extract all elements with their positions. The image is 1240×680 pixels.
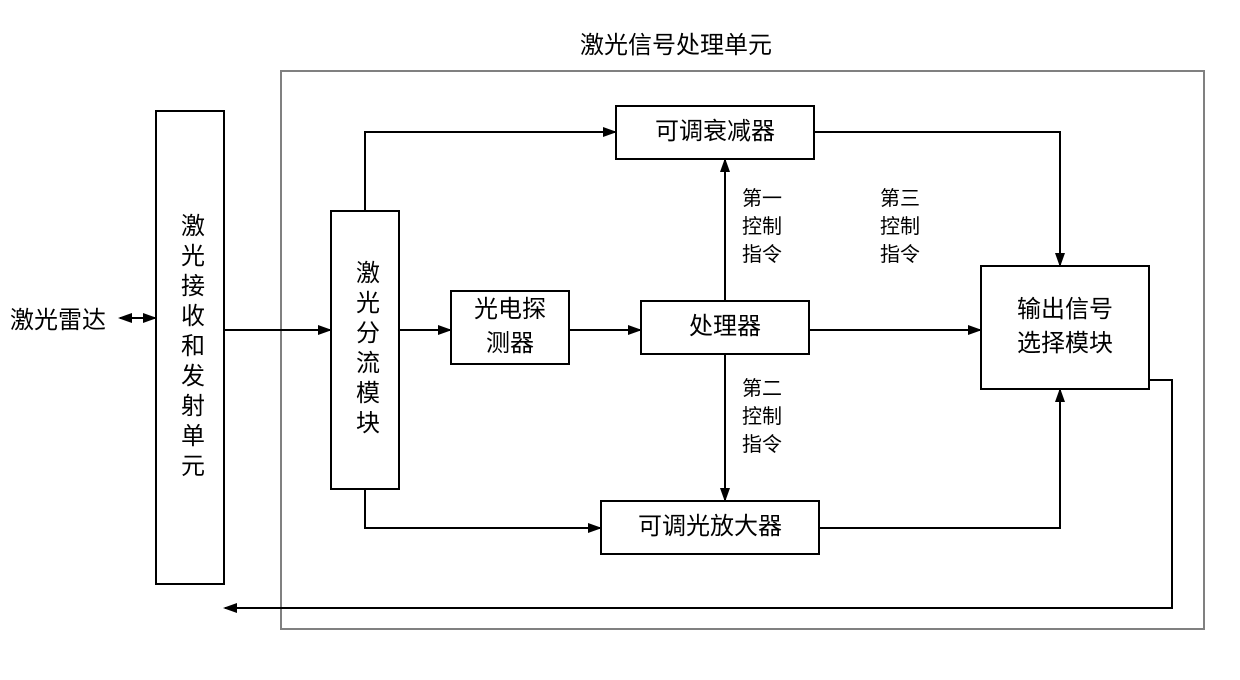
selector-box: 输出信号选择模块 <box>980 265 1150 390</box>
cmd2-annotation: 第二控制指令 <box>742 375 782 459</box>
cmd1-annotation: 第一控制指令 <box>742 185 782 269</box>
processor-box: 处理器 <box>640 300 810 355</box>
cmd3-annotation: 第三控制指令 <box>880 185 920 269</box>
detector-box: 光电探测器 <box>450 290 570 365</box>
amplifier-box: 可调光放大器 <box>600 500 820 555</box>
processor-label: 处理器 <box>689 311 761 345</box>
rx-tx-unit-box: 激光接收和发射单元 <box>155 110 225 585</box>
diagram-title: 激光信号处理单元 <box>580 25 772 60</box>
splitter-box: 激光分流模块 <box>330 210 400 490</box>
detector-label: 光电探测器 <box>474 294 546 361</box>
rx-tx-unit-label: 激光接收和发射单元 <box>173 213 208 483</box>
selector-label: 输出信号选择模块 <box>1017 294 1113 361</box>
attenuator-box: 可调衰减器 <box>615 105 815 160</box>
amplifier-label: 可调光放大器 <box>638 511 782 545</box>
attenuator-label: 可调衰减器 <box>655 116 775 150</box>
lidar-label: 激光雷达 <box>10 300 106 335</box>
splitter-label: 激光分流模块 <box>348 260 383 440</box>
